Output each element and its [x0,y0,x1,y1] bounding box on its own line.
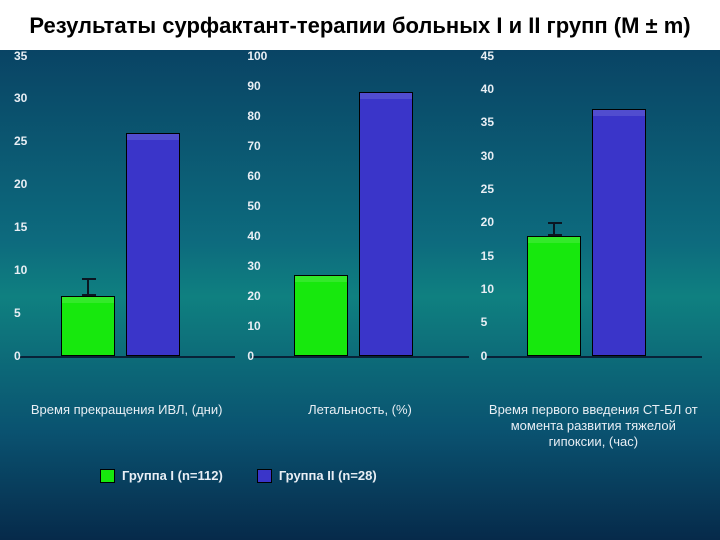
ytick: 35 [481,115,521,129]
error-bar [553,222,555,235]
ytick: 0 [14,349,54,363]
bar [359,92,413,356]
ytick: 60 [247,169,287,183]
ytick: 10 [481,282,521,296]
legend-label-0: Группа I (n=112) [122,468,223,483]
ytick: 25 [14,134,54,148]
legend-item-0: Группа I (n=112) [100,468,223,483]
page-title: Результаты сурфактант-терапии больных I … [10,12,710,40]
ytick: 20 [14,177,54,191]
ytick: 5 [14,306,54,320]
chart-panel-1: 0102030405060708090100 [243,56,476,396]
ytick: 45 [481,49,521,63]
legend-item-1: Группа II (n=28) [257,468,377,483]
bar [61,296,115,356]
ytick: 10 [14,263,54,277]
bar [527,236,581,356]
ytick: 100 [247,49,287,63]
ytick: 40 [247,229,287,243]
ytick: 20 [247,289,287,303]
plot-0: 05101520253035 [18,56,235,358]
swatch-0 [100,469,115,483]
charts-row: 05101520253035 0102030405060708090100 05… [10,56,710,396]
ytick: 40 [481,82,521,96]
legend: Группа I (n=112) Группа II (n=28) [100,468,720,483]
error-bar [87,278,89,295]
ytick: 30 [14,91,54,105]
chart-panel-0: 05101520253035 [10,56,243,396]
ytick: 30 [481,149,521,163]
xlabels-row: Время прекращения ИВЛ, (дни) Летальность… [10,402,710,451]
ytick: 5 [481,315,521,329]
ytick: 80 [247,109,287,123]
chart-panel-2: 051015202530354045 [477,56,710,396]
bar [592,109,646,356]
ytick: 20 [481,215,521,229]
ytick: 0 [481,349,521,363]
legend-label-1: Группа II (n=28) [279,468,377,483]
ytick: 35 [14,49,54,63]
xlabel-2: Время первого введения СТ-БЛ от момента … [477,402,710,451]
ytick: 70 [247,139,287,153]
ytick: 0 [247,349,287,363]
bar [294,275,348,356]
plot-1: 0102030405060708090100 [251,56,468,358]
title-box: Результаты сурфактант-терапии больных I … [0,0,720,50]
plot-2: 051015202530354045 [485,56,702,358]
bar [126,133,180,356]
xlabel-1: Летальность, (%) [243,402,476,451]
ytick: 15 [14,220,54,234]
ytick: 25 [481,182,521,196]
ytick: 10 [247,319,287,333]
xlabel-0: Время прекращения ИВЛ, (дни) [10,402,243,451]
swatch-1 [257,469,272,483]
ytick: 90 [247,79,287,93]
ytick: 30 [247,259,287,273]
ytick: 50 [247,199,287,213]
ytick: 15 [481,249,521,263]
